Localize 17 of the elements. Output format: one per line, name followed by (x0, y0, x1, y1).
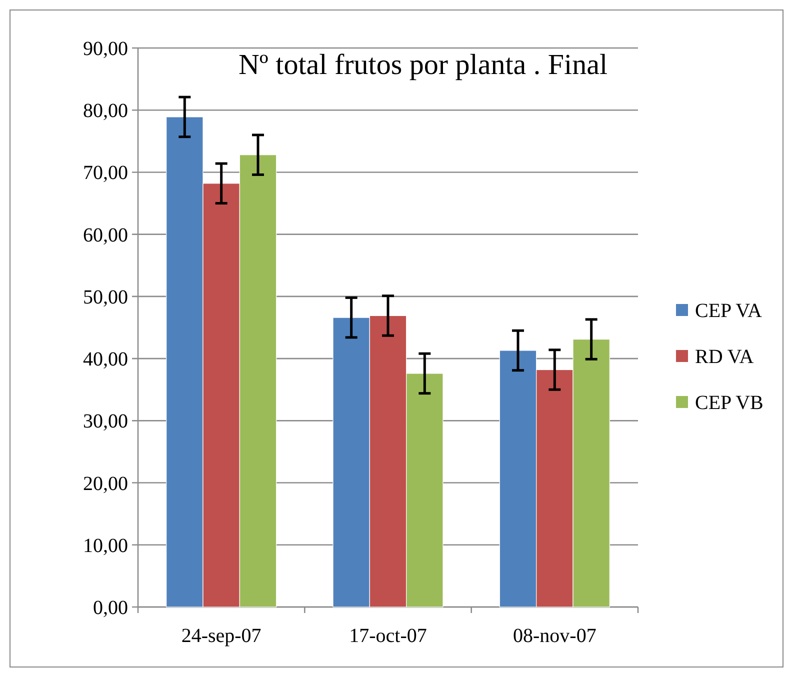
legend-label: CEP VB (695, 392, 764, 414)
y-tick-label: 80,00 (83, 100, 128, 122)
x-tick-label: 24-sep-07 (181, 625, 262, 647)
y-tick-label: 70,00 (83, 162, 128, 184)
y-tick-label: 40,00 (83, 348, 128, 371)
x-tick-label: 08-nov-07 (513, 625, 596, 647)
y-tick-label: 20,00 (83, 472, 128, 495)
x-tick-label: 17-oct-07 (349, 625, 427, 647)
y-tick-label: 10,00 (83, 534, 128, 557)
y-tick-label: 50,00 (83, 286, 128, 308)
y-tick-label: 30,00 (83, 410, 128, 433)
chart-title: Nº total frutos por planta . Final (238, 49, 608, 81)
y-tick-label: 60,00 (83, 224, 128, 246)
y-tick-label: 0,00 (93, 597, 128, 619)
legend-label: CEP VA (695, 300, 762, 322)
y-tick-label: 90,00 (83, 38, 128, 60)
legend-label: RD VA (695, 346, 754, 368)
